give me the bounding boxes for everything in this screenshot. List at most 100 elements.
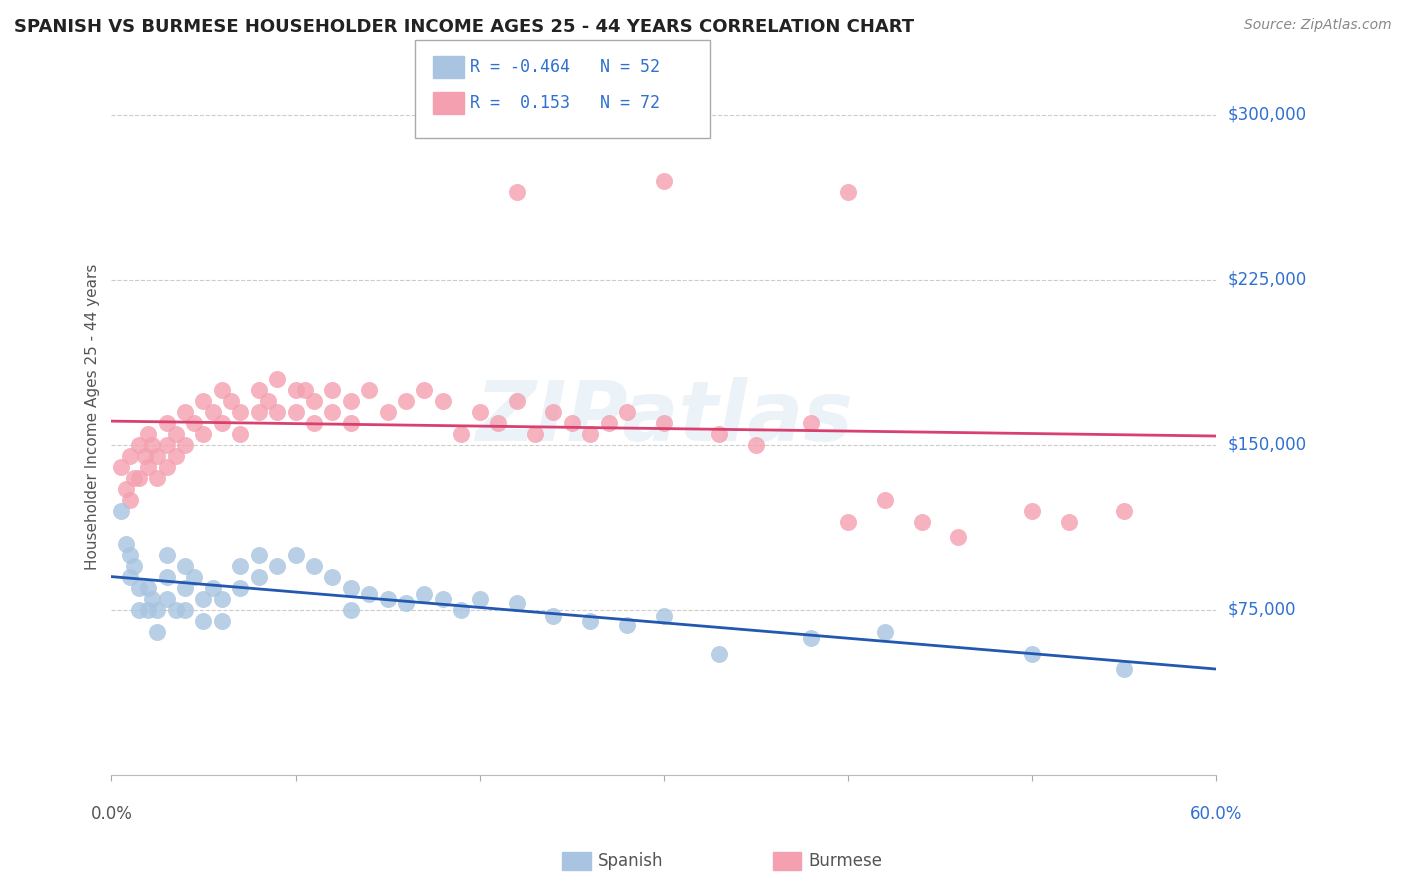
Point <box>468 591 491 606</box>
Point <box>294 383 316 397</box>
Point <box>156 438 179 452</box>
Point <box>211 614 233 628</box>
Point <box>377 591 399 606</box>
Point <box>450 603 472 617</box>
Point <box>284 405 307 419</box>
Point <box>340 393 363 408</box>
Point <box>579 426 602 441</box>
Y-axis label: Householder Income Ages 25 - 44 years: Householder Income Ages 25 - 44 years <box>86 264 100 571</box>
Point <box>136 426 159 441</box>
Point <box>146 449 169 463</box>
Point <box>340 416 363 430</box>
Point <box>413 383 436 397</box>
Point <box>122 558 145 573</box>
Point <box>579 614 602 628</box>
Point <box>266 405 288 419</box>
Point <box>174 558 197 573</box>
Point <box>321 405 343 419</box>
Point <box>118 449 141 463</box>
Point <box>136 581 159 595</box>
Point <box>1021 647 1043 661</box>
Point <box>110 459 132 474</box>
Text: ZIPatlas: ZIPatlas <box>475 376 853 458</box>
Text: Spanish: Spanish <box>598 852 664 870</box>
Point <box>266 372 288 386</box>
Point <box>156 459 179 474</box>
Point <box>707 647 730 661</box>
Point <box>652 174 675 188</box>
Point <box>211 383 233 397</box>
Point <box>211 416 233 430</box>
Point <box>118 492 141 507</box>
Point <box>193 591 215 606</box>
Point <box>136 603 159 617</box>
Point <box>321 570 343 584</box>
Point <box>156 548 179 562</box>
Point <box>118 548 141 562</box>
Text: $225,000: $225,000 <box>1227 270 1306 289</box>
Point <box>505 596 527 610</box>
Point <box>141 591 163 606</box>
Point <box>284 383 307 397</box>
Point <box>432 591 454 606</box>
Point <box>174 603 197 617</box>
Point <box>359 587 381 601</box>
Point <box>141 438 163 452</box>
Point <box>505 185 527 199</box>
Point <box>247 570 270 584</box>
Point <box>800 632 823 646</box>
Point <box>156 570 179 584</box>
Point <box>219 393 242 408</box>
Point <box>201 581 224 595</box>
Point <box>201 405 224 419</box>
Point <box>1114 662 1136 676</box>
Point <box>118 570 141 584</box>
Text: Source: ZipAtlas.com: Source: ZipAtlas.com <box>1244 18 1392 32</box>
Point <box>174 581 197 595</box>
Point <box>873 624 896 639</box>
Text: R =  0.153   N = 72: R = 0.153 N = 72 <box>470 94 659 112</box>
Point <box>193 393 215 408</box>
Point <box>165 426 187 441</box>
Point <box>146 471 169 485</box>
Point <box>156 591 179 606</box>
Text: $150,000: $150,000 <box>1227 436 1306 454</box>
Point <box>395 596 418 610</box>
Point <box>395 393 418 408</box>
Point <box>156 416 179 430</box>
Point <box>652 609 675 624</box>
Point <box>561 416 583 430</box>
Point <box>266 558 288 573</box>
Point <box>211 591 233 606</box>
Point <box>486 416 509 430</box>
Point <box>616 618 638 632</box>
Point <box>183 416 205 430</box>
Point <box>1057 515 1080 529</box>
Point <box>247 405 270 419</box>
Point <box>229 405 252 419</box>
Point <box>302 416 325 430</box>
Text: R = -0.464   N = 52: R = -0.464 N = 52 <box>470 58 659 76</box>
Text: Burmese: Burmese <box>808 852 883 870</box>
Point <box>1021 504 1043 518</box>
Point <box>432 393 454 408</box>
Point <box>543 405 565 419</box>
Point <box>652 416 675 430</box>
Point <box>911 515 934 529</box>
Point <box>302 393 325 408</box>
Point <box>948 530 970 544</box>
Point <box>543 609 565 624</box>
Point <box>122 471 145 485</box>
Point <box>707 426 730 441</box>
Point <box>257 393 280 408</box>
Point <box>128 581 150 595</box>
Point <box>247 383 270 397</box>
Point <box>193 426 215 441</box>
Point <box>321 383 343 397</box>
Point <box>598 416 620 430</box>
Point <box>229 581 252 595</box>
Point <box>340 581 363 595</box>
Point <box>359 383 381 397</box>
Text: SPANISH VS BURMESE HOUSEHOLDER INCOME AGES 25 - 44 YEARS CORRELATION CHART: SPANISH VS BURMESE HOUSEHOLDER INCOME AG… <box>14 18 914 36</box>
Point <box>146 603 169 617</box>
